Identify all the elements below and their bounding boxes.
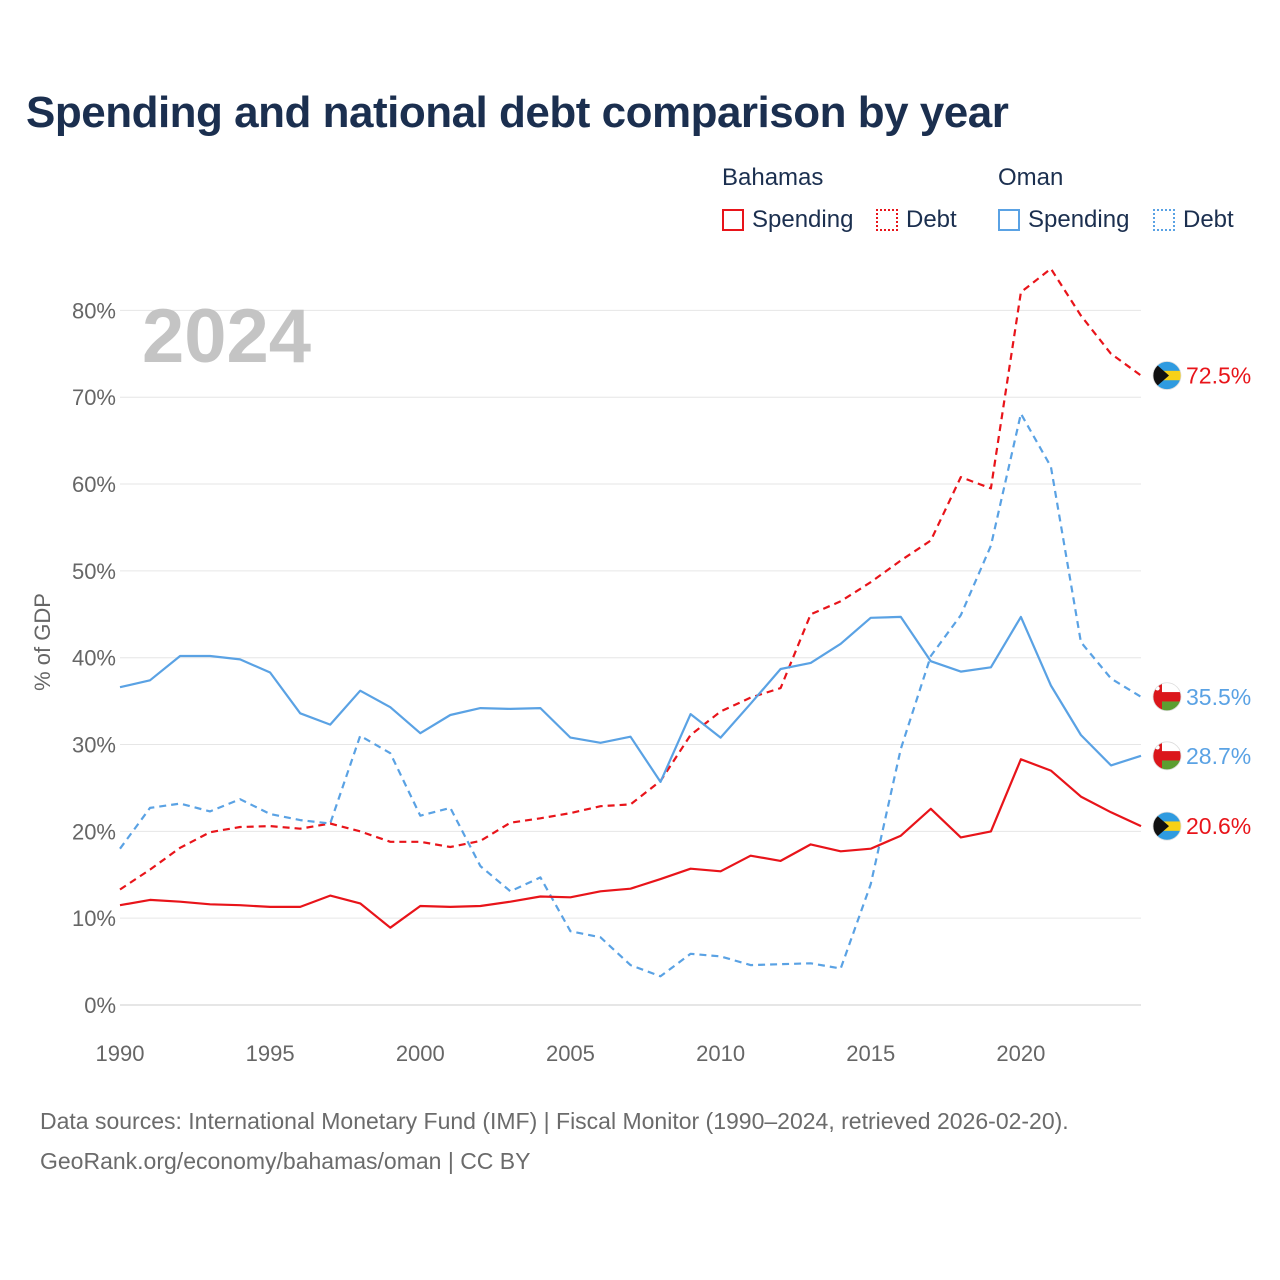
year-watermark: 2024 — [142, 294, 311, 379]
bahamas-flag-icon — [1152, 361, 1182, 390]
end-value-label: 20.6% — [1186, 813, 1251, 839]
legend-item-label: Debt — [1183, 206, 1234, 233]
y-tick-label: 0% — [84, 993, 116, 1018]
y-tick-label: 40% — [72, 646, 116, 671]
x-tick-label: 2010 — [696, 1041, 745, 1066]
legend-group-title-bahamas: Bahamas — [722, 164, 824, 191]
legend-item-label: Spending — [752, 206, 854, 233]
legend-item-oman-spending[interactable]: Spending — [998, 206, 1129, 234]
grid — [120, 309, 1141, 1006]
dotted-swatch-icon — [1153, 209, 1175, 231]
legend-item-oman-debt[interactable]: Debt — [1153, 206, 1234, 234]
series-line-oman-spending — [119, 615, 1142, 784]
legend-item-bahamas-debt[interactable]: Debt — [876, 206, 957, 234]
y-axis: 0% 10% 20% 30% 40% 50% 60% 70% 80% — [72, 298, 116, 1018]
footer-sources: Data sources: International Monetary Fun… — [40, 1108, 1069, 1134]
dotted-swatch-icon — [876, 209, 898, 231]
series-line-oman-debt — [119, 412, 1142, 978]
y-tick-label: 50% — [72, 559, 116, 584]
series-line-bahamas-debt — [119, 267, 1142, 891]
legend-item-label: Debt — [906, 206, 957, 233]
bahamas-flag-icon — [1152, 811, 1182, 841]
y-tick-label: 20% — [72, 819, 116, 844]
legend-item-label: Spending — [1028, 206, 1130, 233]
x-tick-label: 2015 — [846, 1041, 895, 1066]
y-tick-label: 30% — [72, 733, 116, 758]
series-lines — [119, 267, 1142, 978]
x-tick-label: 2020 — [996, 1041, 1045, 1066]
solid-swatch-icon — [998, 209, 1020, 231]
end-value-label: 72.5% — [1186, 363, 1251, 389]
legend-group-title-oman: Oman — [998, 164, 1064, 191]
end-value-label: 28.7% — [1186, 743, 1251, 769]
y-tick-label: 80% — [72, 298, 116, 323]
oman-flag-icon — [1152, 682, 1182, 712]
solid-swatch-icon — [722, 209, 744, 231]
end-value-label: 35.5% — [1186, 684, 1251, 710]
y-tick-label: 60% — [72, 472, 116, 497]
y-tick-label: 70% — [72, 385, 116, 410]
oman-flag-icon — [1152, 741, 1182, 771]
footer-attribution: GeoRank.org/economy/bahamas/oman | CC BY — [40, 1148, 531, 1174]
series-line-bahamas-spending — [119, 758, 1142, 929]
x-tick-label: 1995 — [246, 1041, 295, 1066]
y-tick-label: 10% — [72, 906, 116, 931]
x-tick-label: 2000 — [396, 1041, 445, 1066]
y-axis-label: % of GDP — [30, 593, 55, 691]
end-labels: 72.5% 35.5% 28.7% 20.6% — [1152, 361, 1251, 841]
x-axis: 1990 1995 2000 2005 2010 2015 2020 — [96, 1004, 1141, 1066]
x-tick-label: 2005 — [546, 1041, 595, 1066]
page-title: Spending and national debt comparison by… — [26, 88, 1009, 137]
x-tick-label: 1990 — [96, 1041, 145, 1066]
legend-item-bahamas-spending[interactable]: Spending — [722, 206, 853, 234]
